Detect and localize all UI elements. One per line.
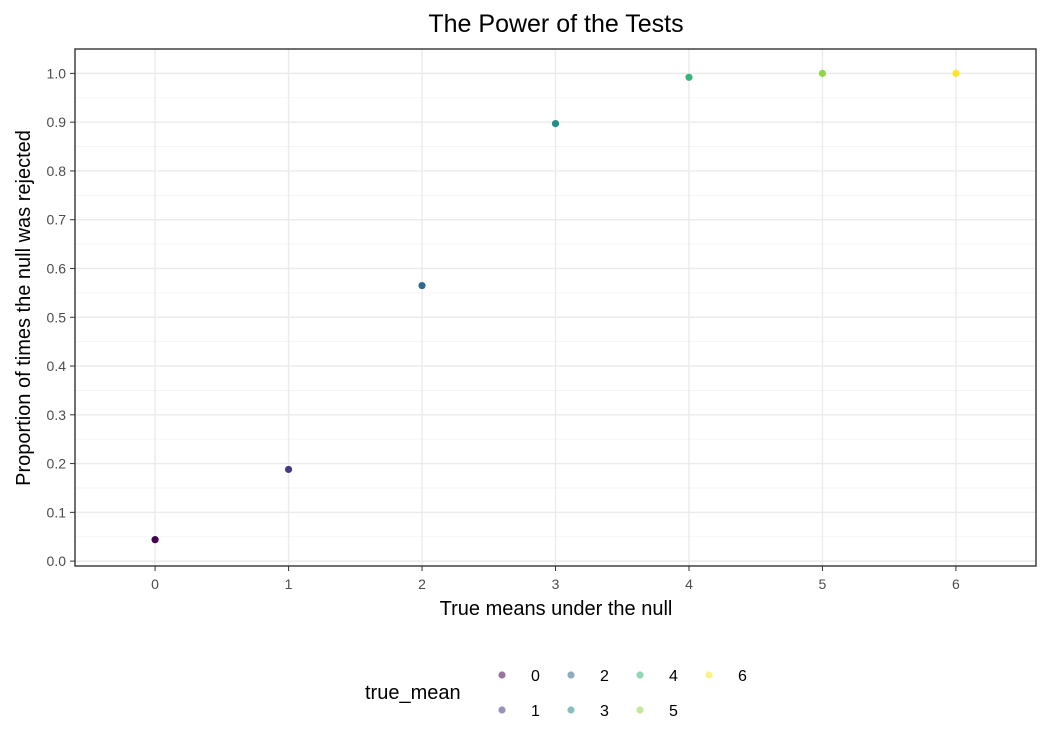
data-point-5 (818, 69, 827, 77)
x-tick-label: 6 (952, 576, 960, 592)
legend: 0 1 2 3 4 5 6 (498, 668, 747, 720)
y-tick-label: 0.4 (47, 358, 67, 374)
y-tick-label: 0.1 (47, 504, 67, 520)
legend-label-4: 4 (669, 668, 678, 685)
data-point-6 (952, 69, 960, 77)
grid-layer (75, 49, 1036, 566)
legend-label-6: 6 (738, 668, 747, 685)
legend-item-1: 1 (498, 703, 540, 720)
legend-label-0: 0 (531, 668, 540, 685)
x-tick-label: 3 (552, 576, 560, 592)
legend-key-0 (498, 671, 506, 679)
y-tick-label: 0.7 (47, 212, 67, 228)
data-point-4 (685, 73, 693, 81)
y-tick-label: 0.6 (47, 260, 67, 276)
legend-key-1 (498, 706, 506, 714)
legend-key-5 (636, 706, 644, 714)
legend-key-2 (567, 671, 575, 679)
legend-label-5: 5 (669, 703, 678, 720)
chart-title: The Power of the Tests (428, 10, 683, 38)
y-tick-label: 0.5 (47, 309, 67, 325)
x-tick-label: 5 (819, 576, 827, 592)
y-tick-label: 0.8 (47, 163, 67, 179)
y-tick-label: 0.2 (47, 456, 67, 472)
legend-key-6 (705, 671, 713, 679)
x-tick-label: 1 (285, 576, 293, 592)
legend-item-5: 5 (636, 703, 678, 720)
x-tick-label: 4 (685, 576, 693, 592)
legend-item-6: 6 (705, 668, 747, 685)
legend-key-4 (636, 671, 644, 679)
x-axis-title: True means under the null (440, 598, 673, 620)
y-tick-label: 0.0 (47, 553, 67, 569)
legend-item-3: 3 (567, 703, 609, 720)
legend-item-2: 2 (567, 668, 609, 685)
legend-label-1: 1 (531, 703, 540, 720)
y-tick-label: 1.0 (47, 65, 67, 81)
data-point-2 (418, 281, 426, 290)
legend-title: true_mean (365, 682, 461, 704)
legend-item-4: 4 (636, 668, 678, 685)
legend-label-3: 3 (600, 703, 609, 720)
x-tick-label: 0 (151, 576, 159, 592)
y-tick-label: 0.9 (47, 114, 67, 130)
data-point-1 (284, 465, 293, 474)
data-point-3 (551, 120, 560, 128)
legend-item-0: 0 (498, 668, 540, 685)
points-layer (151, 69, 960, 544)
y-axis-title: Proportion of times the null was rejecte… (13, 130, 35, 486)
y-tick-label: 0.3 (47, 407, 67, 423)
data-point-0 (151, 536, 159, 544)
legend-key-3 (567, 706, 575, 714)
legend-label-2: 2 (600, 668, 609, 685)
x-tick-label: 2 (418, 576, 426, 592)
ticks-layer: 0.0 0.1 0.2 0.3 0.4 0.5 0.6 0.7 0.8 0.9 1.0 0 1 2 3 4 5 6 (47, 65, 960, 592)
